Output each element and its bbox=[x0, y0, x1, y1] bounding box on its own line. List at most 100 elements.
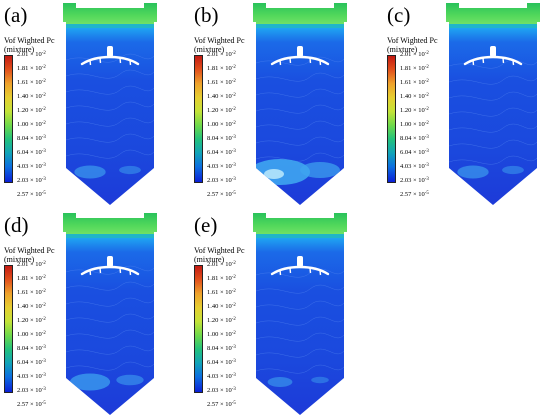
colorbar-subtitle: (mixture) bbox=[387, 45, 418, 54]
colorbar-tick-label: 1.81 × 10-2 bbox=[400, 64, 429, 72]
colorbar-tick-label: 2.01 × 10-2 bbox=[17, 50, 46, 58]
impeller bbox=[463, 46, 523, 66]
panel-2: (b) Vof Wighted Pc (mixture) 2.01 × 10-2 1.8… bbox=[190, 0, 355, 210]
colorbar-tick-label: 4.03 × 10-3 bbox=[207, 162, 236, 170]
colorbar-tick-label: 8.04 × 10-3 bbox=[207, 344, 236, 352]
colorbar-tick-label: 6.04 × 10-3 bbox=[207, 148, 236, 156]
colorbar-tick-label: 2.03 × 10-3 bbox=[207, 386, 236, 394]
colorbar-tick-label: 1.20 × 10-2 bbox=[207, 106, 236, 114]
bottom-accumulation bbox=[457, 165, 524, 179]
contour-plot-5 bbox=[253, 213, 347, 415]
bottom-accumulation bbox=[69, 373, 144, 391]
colorbar-tick-label: 8.04 × 10-3 bbox=[400, 134, 429, 142]
colorbar-tick-label: 2.57 × 10-5 bbox=[207, 190, 236, 198]
interface-band bbox=[449, 24, 537, 30]
interface-band bbox=[66, 234, 154, 240]
colorbar-tick-label: 1.81 × 10-2 bbox=[207, 64, 236, 72]
panel-3: (c) Vof Wighted Pc (mixture) 2.01 × 10-2 1.8… bbox=[383, 0, 548, 210]
colorbar-tick-label: 2.01 × 10-2 bbox=[400, 50, 429, 58]
impeller bbox=[80, 256, 140, 276]
panel-letter: (b) bbox=[194, 3, 219, 27]
contour-lines bbox=[66, 53, 154, 159]
colorbar-tick-label: 1.00 × 10-2 bbox=[207, 120, 236, 128]
colorbar-title: Vof Wighted Pc bbox=[194, 36, 245, 45]
colorbar-tick-label: 6.04 × 10-3 bbox=[400, 148, 429, 156]
interface-band bbox=[66, 24, 154, 30]
inlet-cap bbox=[253, 3, 347, 28]
colorbar-tick-label: 1.00 × 10-2 bbox=[17, 120, 46, 128]
panel-1: (a) Vof Wighted Pc (mixture) 2.01 × 10-2 1.8… bbox=[0, 0, 165, 210]
colorbar-tick-label: 8.04 × 10-3 bbox=[17, 344, 46, 352]
colorbar-tick-label: 1.40 × 10-2 bbox=[207, 302, 236, 310]
colorbar-tick-label: 1.61 × 10-2 bbox=[400, 78, 429, 86]
colorbar-tick-label: 1.61 × 10-2 bbox=[207, 288, 236, 296]
colorbar-title: Vof Wighted Pc bbox=[194, 246, 245, 255]
colorbar-tick-label: 1.40 × 10-2 bbox=[17, 302, 46, 310]
colorbar-tick-label: 4.03 × 10-3 bbox=[400, 162, 429, 170]
inlet-cap bbox=[63, 3, 157, 28]
colorbar-tick-label: 4.03 × 10-3 bbox=[17, 372, 46, 380]
colorbar-tick-label: 8.04 × 10-3 bbox=[207, 134, 236, 142]
contour-lines bbox=[66, 265, 154, 371]
panel-letter: (a) bbox=[4, 3, 28, 27]
colorbar bbox=[387, 55, 396, 183]
colorbar bbox=[194, 55, 203, 183]
colorbar-tick-label: 1.81 × 10-2 bbox=[207, 274, 236, 282]
colorbar-tick-label: 2.03 × 10-3 bbox=[17, 176, 46, 184]
colorbar-tick-label: 1.40 × 10-2 bbox=[207, 92, 236, 100]
panel-letter: (e) bbox=[194, 213, 218, 237]
colorbar-subtitle: (mixture) bbox=[4, 255, 35, 264]
contour-plot-2 bbox=[253, 3, 347, 205]
colorbar-tick-label: 1.61 × 10-2 bbox=[17, 288, 46, 296]
bottom-accumulation bbox=[267, 376, 329, 387]
contour-plot-4 bbox=[63, 213, 157, 415]
colorbar-tick-label: 4.03 × 10-3 bbox=[17, 162, 46, 170]
colorbar-tick-label: 2.03 × 10-3 bbox=[400, 176, 429, 184]
colorbar-tick-label: 6.04 × 10-3 bbox=[17, 148, 46, 156]
inlet-cap bbox=[253, 213, 347, 238]
colorbar-subtitle: (mixture) bbox=[4, 45, 35, 54]
colorbar-tick-label: 6.04 × 10-3 bbox=[17, 358, 46, 366]
inlet-cap bbox=[446, 3, 540, 28]
impeller bbox=[80, 46, 140, 66]
interface-band bbox=[256, 24, 344, 30]
interface-band bbox=[256, 234, 344, 240]
panel-4: (d) Vof Wighted Pc (mixture) 2.01 × 10-2 1.8… bbox=[0, 210, 165, 420]
colorbar-tick-label: 6.04 × 10-3 bbox=[207, 358, 236, 366]
colorbar-tick-label: 2.03 × 10-3 bbox=[17, 386, 46, 394]
colorbar-tick-label: 1.81 × 10-2 bbox=[17, 64, 46, 72]
bottom-accumulation bbox=[74, 165, 141, 179]
colorbar-tick-label: 2.57 × 10-5 bbox=[17, 190, 46, 198]
colorbar-tick-label: 4.03 × 10-3 bbox=[207, 372, 236, 380]
colorbar-tick-label: 2.57 × 10-5 bbox=[17, 400, 46, 408]
impeller bbox=[270, 256, 330, 276]
contour-lines bbox=[256, 56, 344, 162]
colorbar-tick-label: 2.01 × 10-2 bbox=[207, 260, 236, 268]
colorbar-tick-label: 2.57 × 10-5 bbox=[207, 400, 236, 408]
impeller bbox=[270, 46, 330, 66]
colorbar-tick-label: 2.03 × 10-3 bbox=[207, 176, 236, 184]
colorbar-tick-label: 1.40 × 10-2 bbox=[400, 92, 429, 100]
tank-body bbox=[256, 238, 344, 415]
contour-plot-3 bbox=[446, 3, 540, 205]
colorbar-subtitle: (mixture) bbox=[194, 255, 225, 264]
colorbar-tick-label: 8.04 × 10-3 bbox=[17, 134, 46, 142]
colorbar-tick-label: 1.00 × 10-2 bbox=[17, 330, 46, 338]
colorbar-tick-label: 1.00 × 10-2 bbox=[400, 120, 429, 128]
colorbar bbox=[4, 55, 13, 183]
colorbar-tick-label: 1.61 × 10-2 bbox=[207, 78, 236, 86]
colorbar-tick-label: 1.81 × 10-2 bbox=[17, 274, 46, 282]
colorbar-tick-label: 1.61 × 10-2 bbox=[17, 78, 46, 86]
colorbar-title: Vof Wighted Pc bbox=[387, 36, 438, 45]
contour-lines bbox=[449, 59, 537, 165]
colorbar-subtitle: (mixture) bbox=[194, 45, 225, 54]
contour-plot-1 bbox=[63, 3, 157, 205]
colorbar-title: Vof Wighted Pc bbox=[4, 36, 55, 45]
colorbar-tick-label: 2.01 × 10-2 bbox=[17, 260, 46, 268]
colorbar bbox=[4, 265, 13, 393]
colorbar-tick-label: 1.20 × 10-2 bbox=[17, 316, 46, 324]
colorbar-tick-label: 1.00 × 10-2 bbox=[207, 330, 236, 338]
tank-body bbox=[66, 28, 154, 205]
inlet-cap bbox=[63, 213, 157, 238]
panel-5: (e) Vof Wighted Pc (mixture) 2.01 × 10-2 1.8… bbox=[190, 210, 355, 420]
